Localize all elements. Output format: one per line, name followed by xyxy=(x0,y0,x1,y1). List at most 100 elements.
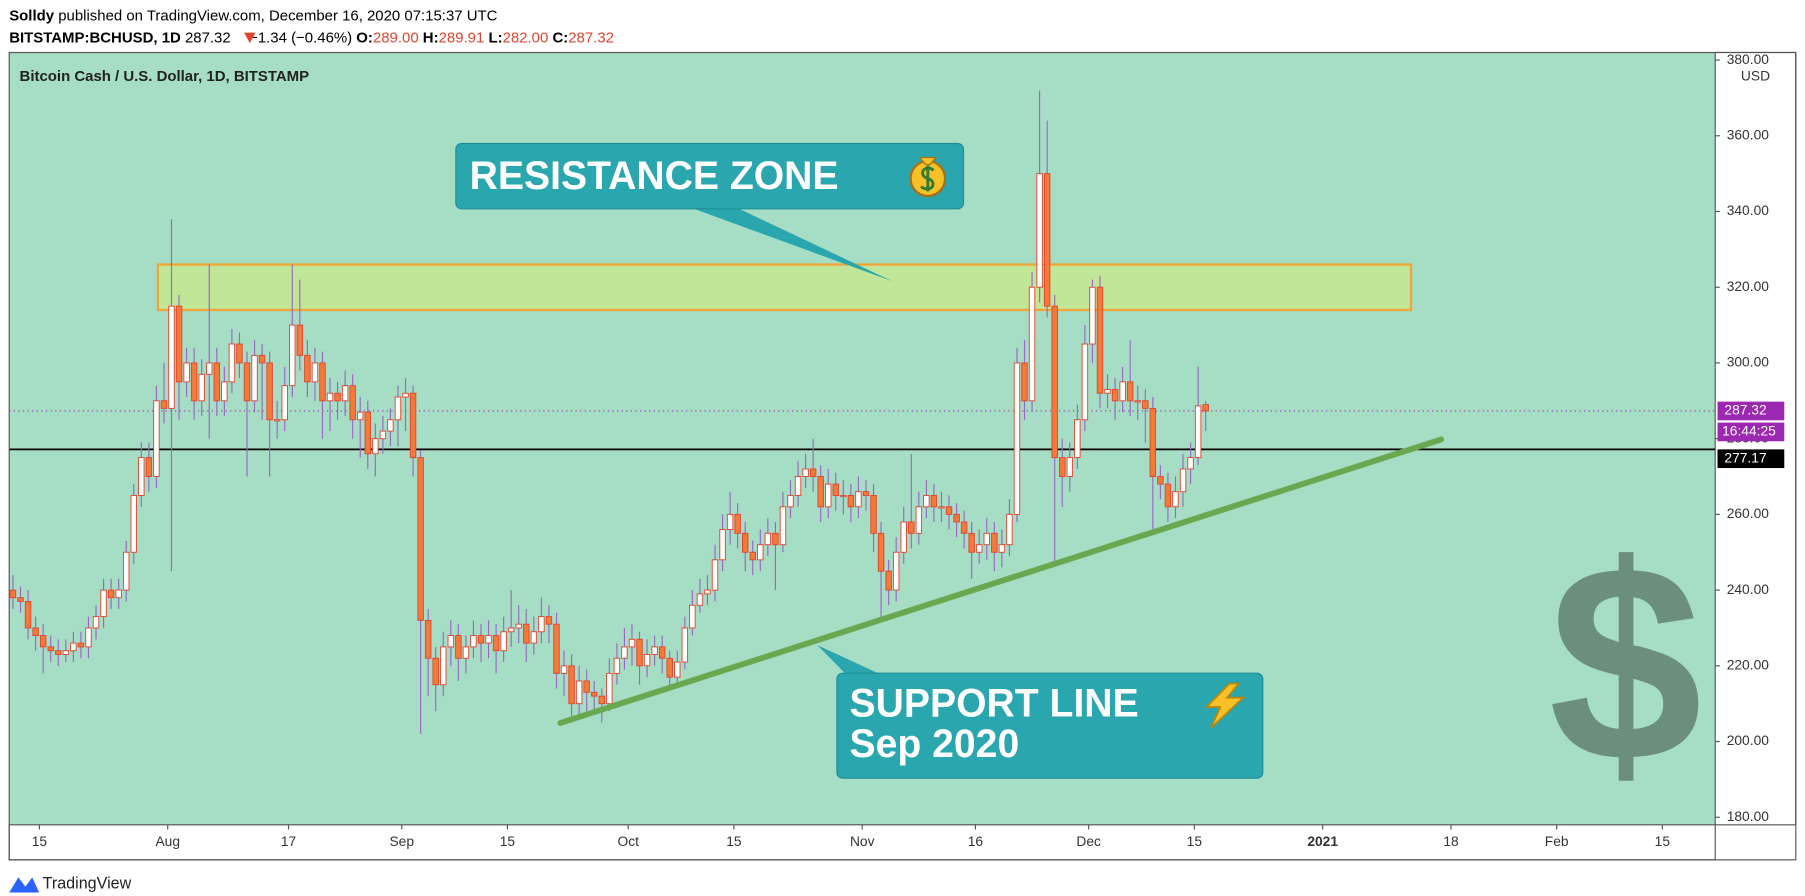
candle-body xyxy=(39,635,47,648)
y-tick-label: 300.00 xyxy=(1727,354,1769,370)
candle-body xyxy=(523,623,530,644)
candle-body xyxy=(666,657,673,678)
footer-logo: TradingView xyxy=(9,875,132,893)
candle-body xyxy=(1202,404,1209,412)
candle-body xyxy=(628,638,636,648)
last-price-label: 287.32 xyxy=(1724,402,1766,418)
support-line xyxy=(557,436,1445,726)
x-tick-label: 17 xyxy=(281,833,297,849)
candle-body xyxy=(107,589,115,599)
candle-body xyxy=(477,635,485,644)
candle-body xyxy=(198,373,205,402)
candle-body xyxy=(908,521,915,534)
c-value: 287.32 xyxy=(568,29,614,46)
candle-body xyxy=(983,532,990,546)
support-callout: SUPPORT LINE Sep 2020 xyxy=(817,645,1264,779)
ticker-line: BITSTAMP:BCHUSD, 1D 287.32 −1.34 (−0.46%)… xyxy=(9,29,614,46)
candle-body xyxy=(138,457,145,496)
x-tick-label: Sep xyxy=(389,833,414,849)
candle-body xyxy=(568,665,575,705)
candle-body xyxy=(621,646,628,659)
candle-body xyxy=(17,597,24,602)
candle-body xyxy=(145,457,153,477)
candle-body xyxy=(734,513,741,534)
candle-body xyxy=(122,551,130,591)
candle-body xyxy=(92,616,100,629)
candle-body xyxy=(341,385,349,402)
candle-body xyxy=(1134,400,1141,403)
candle-body xyxy=(885,570,892,591)
candle-body xyxy=(9,589,17,599)
candle-body xyxy=(153,400,160,477)
logo-mark xyxy=(9,877,40,893)
candle-body xyxy=(32,627,39,637)
candle-body xyxy=(85,627,92,648)
candle-body xyxy=(417,457,424,621)
candle-body xyxy=(289,324,296,387)
x-tick-label: Oct xyxy=(617,833,639,849)
header-line: Solldy published on TradingView.com, Dec… xyxy=(9,7,497,24)
candle-body xyxy=(1142,400,1149,409)
y-tick-label: 180.00 xyxy=(1727,808,1769,824)
resistance-callout: RESISTANCE ZONE xyxy=(455,142,965,282)
lightning-icon xyxy=(1204,682,1246,729)
candle-body xyxy=(462,646,470,659)
candle-body xyxy=(1157,476,1164,485)
y-tick-label: 320.00 xyxy=(1727,278,1769,294)
candle-body xyxy=(326,392,334,402)
candle-body xyxy=(394,396,402,421)
candle-body xyxy=(1081,343,1089,421)
candle-body xyxy=(236,343,243,364)
candle-body xyxy=(606,672,613,705)
candle-body xyxy=(402,392,409,398)
footer-brand: TradingView xyxy=(43,875,132,893)
candle-body xyxy=(1028,286,1036,402)
x-tick-label: 2021 xyxy=(1307,833,1338,849)
candle-body xyxy=(507,627,515,633)
candle-body xyxy=(485,635,492,644)
candle-body xyxy=(809,468,817,477)
candle-body xyxy=(968,532,975,553)
candle-body xyxy=(62,650,70,655)
candle-body xyxy=(892,551,900,591)
candle-body xyxy=(651,646,658,655)
candle-body xyxy=(658,646,666,659)
currency: USD xyxy=(1741,68,1770,84)
level-box xyxy=(1717,449,1785,469)
candle-body xyxy=(1194,405,1202,459)
countdown-box xyxy=(1717,422,1785,442)
candle-body xyxy=(930,494,938,508)
candle-body xyxy=(1164,483,1172,508)
candle-body xyxy=(991,532,998,553)
candle-body xyxy=(794,476,802,496)
candle-body xyxy=(379,430,387,440)
candle-body xyxy=(424,619,432,659)
candle-body xyxy=(598,695,606,705)
watermark: $ xyxy=(1549,506,1703,819)
candle-body xyxy=(1036,173,1043,288)
candle-body xyxy=(470,635,477,648)
h-value: 289.91 xyxy=(439,29,485,46)
candle-body xyxy=(334,392,341,402)
y-tick-label: 220.00 xyxy=(1727,656,1769,672)
candle-body xyxy=(719,529,726,561)
x-tick-label: 16 xyxy=(968,833,984,849)
candle-body xyxy=(870,494,877,534)
money-bag-sign xyxy=(920,165,935,192)
o-label: O: xyxy=(356,29,373,46)
x-tick-label: 15 xyxy=(1655,833,1671,849)
o-value: 289.00 xyxy=(373,29,419,46)
y-tick-label: 260.00 xyxy=(1727,505,1769,521)
x-tick-label: 15 xyxy=(1187,833,1203,849)
last-price-box xyxy=(1717,401,1785,421)
candle-body xyxy=(1172,491,1179,508)
candle-body xyxy=(190,362,198,402)
candle-body xyxy=(530,631,538,644)
candle-body xyxy=(372,438,379,455)
candle-body xyxy=(1126,381,1134,402)
x-tick-label: 18 xyxy=(1443,833,1459,849)
candle-body xyxy=(960,521,968,534)
candle-body xyxy=(802,468,809,477)
